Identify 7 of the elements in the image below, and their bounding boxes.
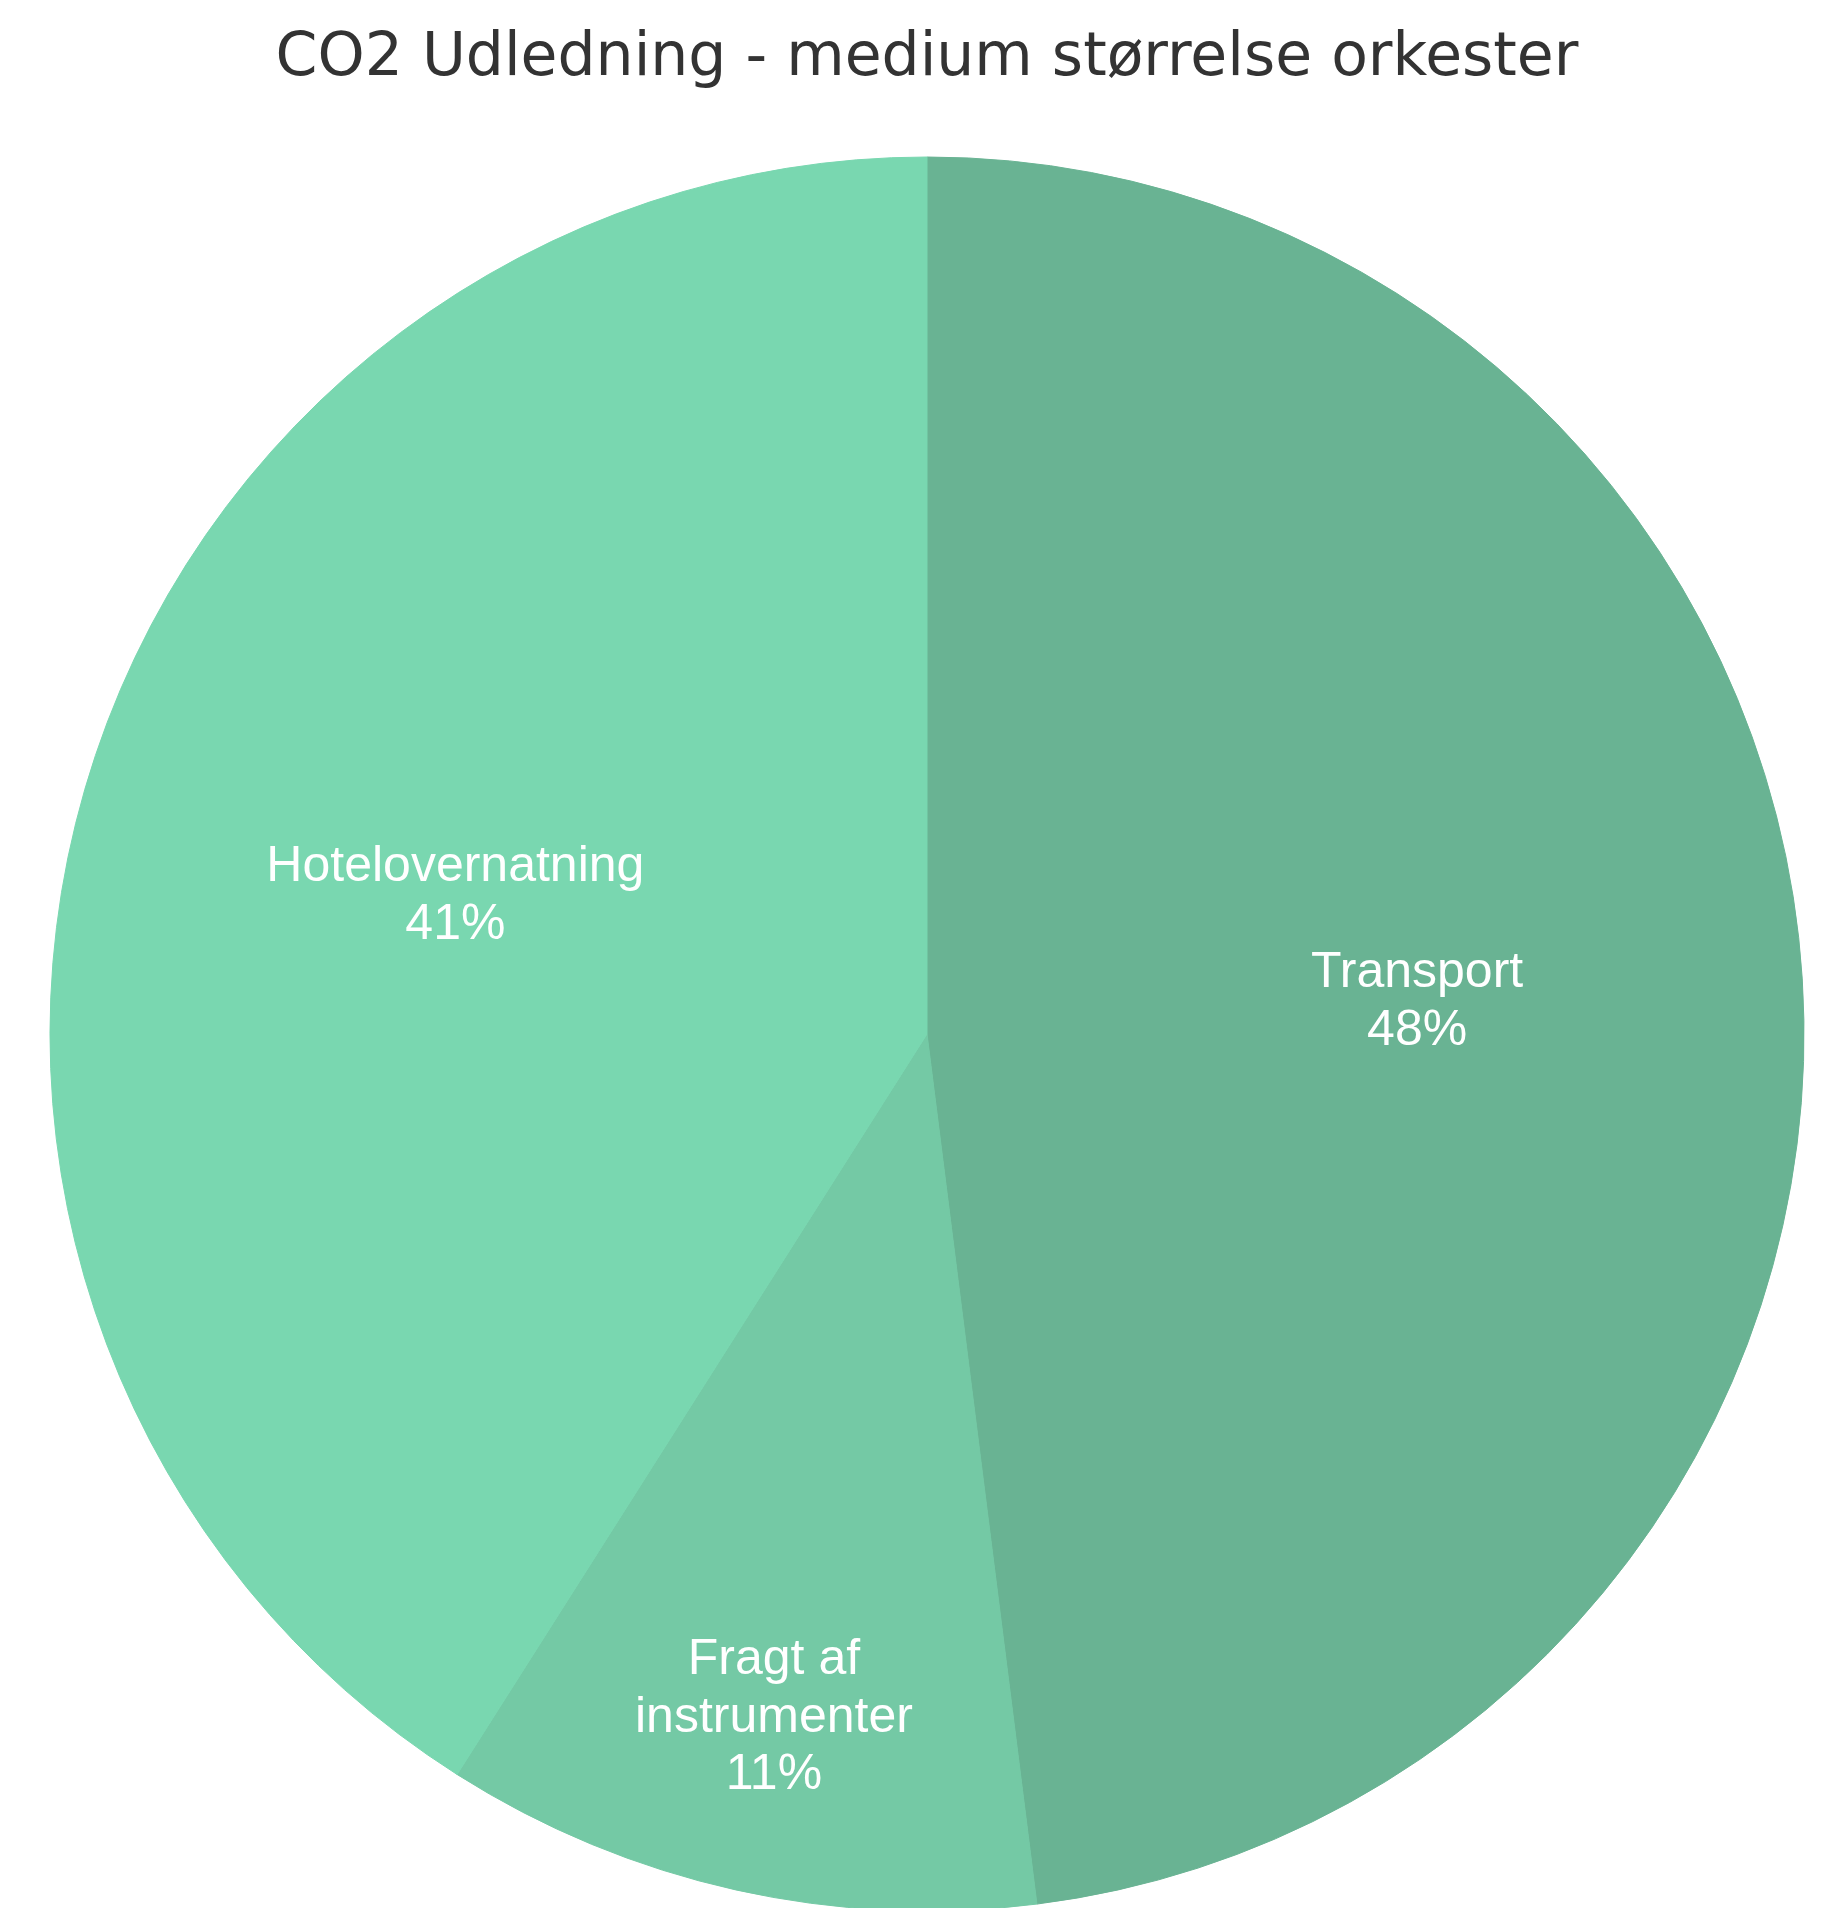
data-label: 48% — [1367, 1000, 1468, 1057]
chart-title: CO2 Udledning - medium størrelse orkester — [275, 18, 1579, 89]
slice-label: Fragt af instrumenter — [635, 1629, 913, 1743]
slice-label: Transport — [1311, 942, 1524, 999]
slice-label: Hotelovernatning — [266, 836, 645, 893]
data-label: 11% — [725, 1744, 823, 1801]
data-label: 41% — [405, 893, 506, 950]
